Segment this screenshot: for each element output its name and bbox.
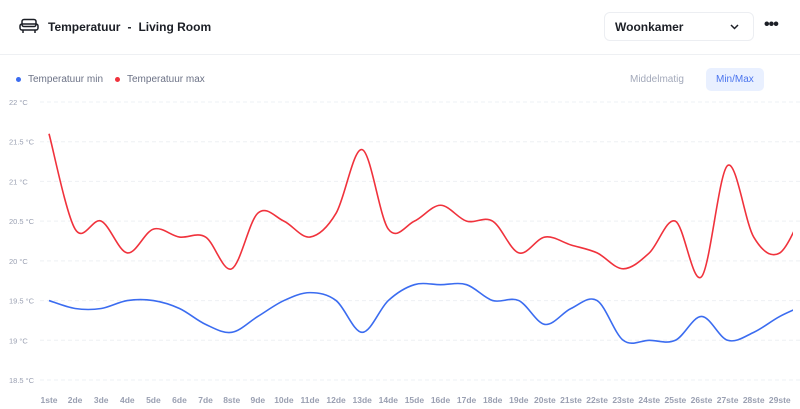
toggle-minmax[interactable]: Min/Max <box>706 68 764 91</box>
room-name: Living Room <box>138 20 212 34</box>
x-tick-label: 12de <box>326 395 346 405</box>
toggle-average[interactable]: Middelmatig <box>630 74 684 85</box>
x-tick-label: 21ste <box>560 395 582 405</box>
y-tick-label: 20 °C <box>9 257 28 266</box>
legend-item-min[interactable]: Temperatuur min <box>16 74 103 85</box>
more-options-button[interactable]: ••• <box>764 16 779 33</box>
y-tick-label: 21 °C <box>9 177 28 186</box>
x-tick-label: 13de <box>353 395 373 405</box>
y-tick-label: 19 °C <box>9 336 28 345</box>
x-tick-label: 3de <box>94 395 109 405</box>
x-tick-label: 9de <box>250 395 265 405</box>
y-tick-label: 19.5 °C <box>9 297 35 306</box>
x-tick-label: 27ste <box>717 395 739 405</box>
x-tick-label: 20ste <box>534 395 556 405</box>
x-tick-label: 18de <box>483 395 503 405</box>
x-tick-label: 17de <box>457 395 477 405</box>
y-tick-label: 21.5 °C <box>9 138 35 147</box>
x-tick-label: 8ste <box>223 395 240 405</box>
legend-item-max[interactable]: Temperatuur max <box>115 74 205 85</box>
x-tick-label: 2de <box>68 395 83 405</box>
x-tick-label: 22ste <box>586 395 608 405</box>
x-tick-label: 7de <box>198 395 213 405</box>
sofa-icon <box>19 18 39 33</box>
x-tick-label: 28ste <box>743 395 765 405</box>
x-tick-label: 10de <box>274 395 294 405</box>
x-tick-label: 19de <box>509 395 529 405</box>
x-tick-label: 16de <box>431 395 451 405</box>
x-tick-label: 15de <box>405 395 425 405</box>
room-select[interactable]: Woonkamer <box>604 12 754 41</box>
x-tick-label: 14de <box>379 395 399 405</box>
room-select-value: Woonkamer <box>615 19 684 34</box>
legend-label-max: Temperatuur max <box>127 74 205 85</box>
x-tick-label: 6de <box>172 395 187 405</box>
y-tick-label: 22 °C <box>9 98 28 107</box>
title-text: Temperatuur <box>48 20 121 34</box>
chevron-down-icon <box>730 23 739 30</box>
x-tick-label: 5de <box>146 395 161 405</box>
y-tick-label: 20.5 °C <box>9 217 35 226</box>
x-tick-label: 4de <box>120 395 135 405</box>
series-line-min <box>48 282 793 344</box>
legend-dot-min <box>16 77 21 82</box>
header: Temperatuur - Living Room Woonkamer ••• <box>0 0 800 55</box>
y-tick-label: 18.5 °C <box>9 376 35 385</box>
series-line-max <box>48 133 793 279</box>
x-tick-label: 1ste <box>40 395 57 405</box>
x-tick-label: 23ste <box>612 395 634 405</box>
x-tick-label: 25ste <box>665 395 687 405</box>
page-title: Temperatuur - Living Room <box>48 20 211 34</box>
x-tick-label: 24ste <box>638 395 660 405</box>
legend-label-min: Temperatuur min <box>28 74 104 85</box>
title-separator: - <box>127 20 132 34</box>
x-tick-label: 11de <box>301 395 320 405</box>
legend-dot-max <box>115 77 120 82</box>
x-tick-label: 26ste <box>691 395 713 405</box>
x-tick-label: 29ste <box>769 395 791 405</box>
